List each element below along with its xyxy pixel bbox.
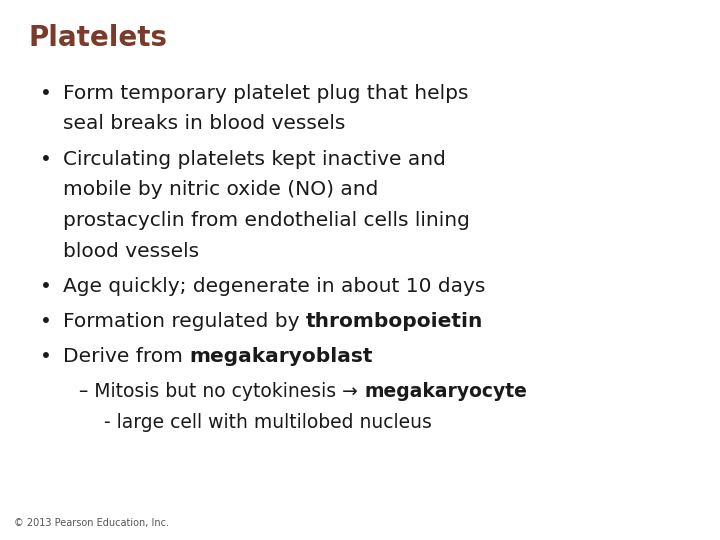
Text: blood vessels: blood vessels (63, 242, 199, 261)
Text: Circulating platelets kept inactive and: Circulating platelets kept inactive and (63, 150, 446, 168)
Text: •: • (40, 347, 51, 366)
Text: •: • (40, 312, 51, 331)
Text: seal breaks in blood vessels: seal breaks in blood vessels (63, 114, 346, 133)
Text: •: • (40, 150, 51, 168)
Text: Formation regulated by: Formation regulated by (63, 312, 306, 331)
Text: thrombopoietin: thrombopoietin (306, 312, 484, 331)
Text: •: • (40, 277, 51, 296)
Text: mobile by nitric oxide (NO) and: mobile by nitric oxide (NO) and (63, 180, 379, 199)
Text: – Mitosis but no cytokinesis →: – Mitosis but no cytokinesis → (79, 382, 364, 401)
Text: - large cell with multilobed nucleus: - large cell with multilobed nucleus (104, 413, 432, 432)
Text: Derive from: Derive from (63, 347, 189, 366)
Text: megakaryocyte: megakaryocyte (364, 382, 527, 401)
Text: •: • (40, 84, 51, 103)
Text: Age quickly; degenerate in about 10 days: Age quickly; degenerate in about 10 days (63, 277, 486, 296)
Text: megakaryoblast: megakaryoblast (189, 347, 373, 366)
Text: Platelets: Platelets (29, 24, 168, 52)
Text: © 2013 Pearson Education, Inc.: © 2013 Pearson Education, Inc. (14, 518, 169, 528)
Text: Form temporary platelet plug that helps: Form temporary platelet plug that helps (63, 84, 469, 103)
Text: prostacyclin from endothelial cells lining: prostacyclin from endothelial cells lini… (63, 211, 470, 230)
